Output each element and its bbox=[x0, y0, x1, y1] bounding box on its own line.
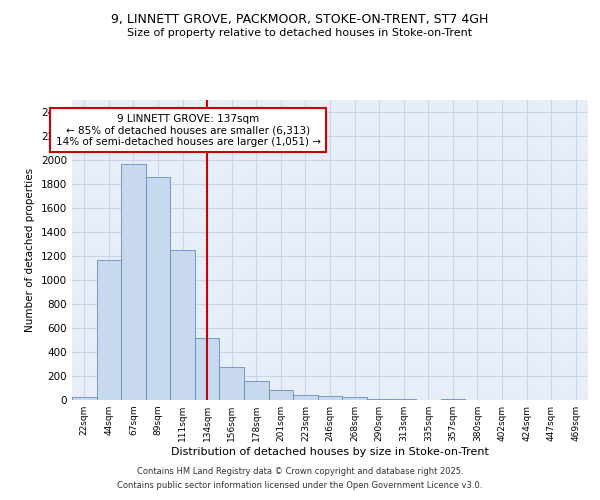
Bar bbox=[195, 338, 220, 400]
X-axis label: Distribution of detached houses by size in Stoke-on-Trent: Distribution of detached houses by size … bbox=[171, 447, 489, 457]
Bar bbox=[146, 177, 170, 400]
Bar bbox=[367, 398, 391, 400]
Bar bbox=[244, 382, 269, 400]
Bar bbox=[293, 394, 318, 400]
Text: 9 LINNETT GROVE: 137sqm
← 85% of detached houses are smaller (6,313)
14% of semi: 9 LINNETT GROVE: 137sqm ← 85% of detache… bbox=[56, 114, 320, 146]
Text: Contains public sector information licensed under the Open Government Licence v3: Contains public sector information licen… bbox=[118, 481, 482, 490]
Text: Contains HM Land Registry data © Crown copyright and database right 2025.: Contains HM Land Registry data © Crown c… bbox=[137, 467, 463, 476]
Bar bbox=[269, 390, 293, 400]
Bar bbox=[72, 397, 97, 400]
Y-axis label: Number of detached properties: Number of detached properties bbox=[25, 168, 35, 332]
Bar bbox=[121, 164, 146, 400]
Text: 9, LINNETT GROVE, PACKMOOR, STOKE-ON-TRENT, ST7 4GH: 9, LINNETT GROVE, PACKMOOR, STOKE-ON-TRE… bbox=[112, 12, 488, 26]
Bar bbox=[342, 397, 367, 400]
Bar bbox=[97, 260, 121, 400]
Bar bbox=[318, 396, 342, 400]
Bar bbox=[391, 399, 416, 400]
Bar bbox=[220, 367, 244, 400]
Bar bbox=[170, 250, 195, 400]
Text: Size of property relative to detached houses in Stoke-on-Trent: Size of property relative to detached ho… bbox=[127, 28, 473, 38]
